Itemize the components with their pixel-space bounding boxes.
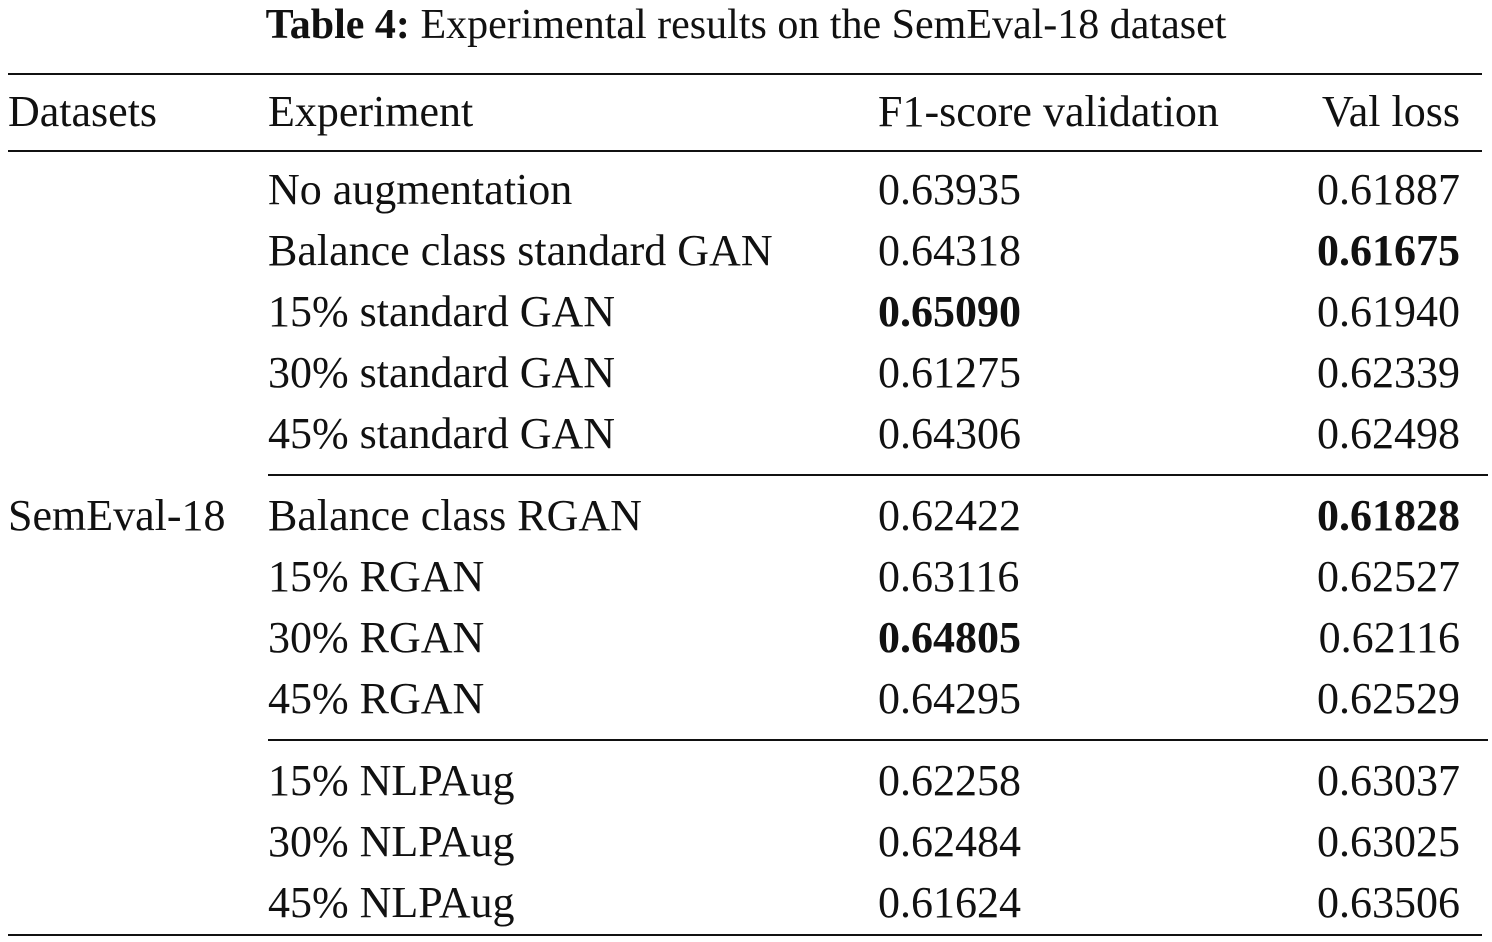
row-experiment: 45% NLPAug [268, 878, 515, 927]
group-rule-1 [268, 474, 1488, 476]
dataset-name: SemEval-18 [8, 491, 226, 540]
row-val-loss: 0.63037 [1317, 756, 1460, 805]
row-experiment: 15% standard GAN [268, 287, 616, 336]
row-val-loss: 0.63025 [1317, 817, 1460, 866]
row-f1-score: 0.62484 [878, 817, 1021, 866]
row-f1-score: 0.64295 [878, 674, 1021, 723]
row-val-loss: 0.61828 [1317, 491, 1460, 540]
row-experiment: Balance class RGAN [268, 491, 642, 540]
row-experiment: 30% standard GAN [268, 348, 616, 397]
row-f1-score: 0.61275 [878, 348, 1021, 397]
row-f1-score: 0.65090 [878, 287, 1021, 336]
row-val-loss: 0.61675 [1317, 226, 1460, 275]
row-experiment: Balance class standard GAN [268, 226, 773, 275]
bottom-rule [8, 934, 1482, 936]
header-datasets: Datasets [8, 87, 158, 136]
row-val-loss: 0.61940 [1317, 287, 1460, 336]
row-experiment: 15% RGAN [268, 552, 485, 601]
table-caption: Table 4: Experimental results on the Sem… [0, 0, 1492, 50]
table-caption-text: Experimental results on the SemEval-18 d… [420, 2, 1227, 48]
row-f1-score: 0.63935 [878, 165, 1021, 214]
row-experiment: 15% NLPAug [268, 756, 515, 805]
row-val-loss: 0.62498 [1317, 409, 1460, 458]
header-experiment: Experiment [268, 87, 474, 136]
row-f1-score: 0.64318 [878, 226, 1021, 275]
row-f1-score: 0.61624 [878, 878, 1021, 927]
group-rule-2 [268, 739, 1488, 741]
row-experiment: No augmentation [268, 165, 573, 214]
header-f1: F1-score validation [878, 87, 1219, 136]
row-experiment: 30% NLPAug [268, 817, 515, 866]
row-experiment: 45% standard GAN [268, 409, 616, 458]
row-f1-score: 0.63116 [878, 552, 1020, 601]
row-f1-score: 0.64805 [878, 613, 1021, 662]
top-rule [8, 73, 1482, 75]
row-f1-score: 0.62258 [878, 756, 1021, 805]
row-val-loss: 0.62527 [1317, 552, 1460, 601]
row-val-loss: 0.61887 [1317, 165, 1460, 214]
header-loss: Val loss [1321, 87, 1460, 136]
row-f1-score: 0.62422 [878, 491, 1021, 540]
row-val-loss: 0.63506 [1317, 878, 1460, 927]
row-f1-score: 0.64306 [878, 409, 1021, 458]
row-experiment: 45% RGAN [268, 674, 485, 723]
row-experiment: 30% RGAN [268, 613, 485, 662]
row-val-loss: 0.62339 [1317, 348, 1460, 397]
row-val-loss: 0.62116 [1318, 613, 1460, 662]
row-val-loss: 0.62529 [1317, 674, 1460, 723]
header-rule [8, 150, 1482, 152]
table-caption-label: Table 4: [265, 2, 410, 48]
